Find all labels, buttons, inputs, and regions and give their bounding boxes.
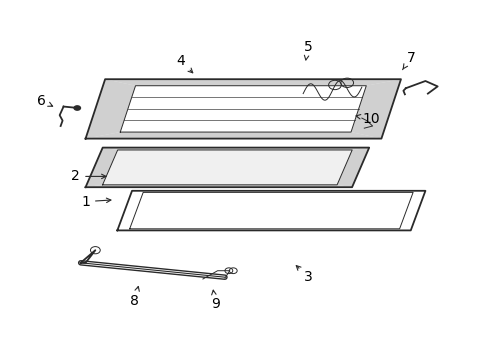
Polygon shape bbox=[85, 185, 351, 187]
Polygon shape bbox=[120, 86, 366, 132]
Polygon shape bbox=[117, 191, 425, 230]
Text: 4: 4 bbox=[176, 54, 192, 73]
Text: 5: 5 bbox=[303, 40, 312, 60]
Polygon shape bbox=[85, 79, 135, 139]
Text: 3: 3 bbox=[296, 266, 312, 284]
Text: 7: 7 bbox=[402, 51, 414, 70]
Text: 10: 10 bbox=[355, 112, 380, 126]
Polygon shape bbox=[85, 79, 400, 139]
Polygon shape bbox=[85, 148, 118, 187]
Polygon shape bbox=[105, 79, 400, 86]
Text: 9: 9 bbox=[210, 290, 219, 311]
Polygon shape bbox=[85, 132, 381, 139]
Polygon shape bbox=[102, 150, 351, 185]
Text: 8: 8 bbox=[130, 287, 139, 307]
Polygon shape bbox=[350, 79, 400, 139]
Circle shape bbox=[73, 105, 81, 111]
Polygon shape bbox=[102, 148, 368, 150]
Text: 6: 6 bbox=[37, 94, 53, 108]
Polygon shape bbox=[336, 148, 368, 187]
Text: 1: 1 bbox=[81, 195, 111, 208]
Polygon shape bbox=[85, 148, 368, 187]
Text: 2: 2 bbox=[71, 170, 106, 183]
